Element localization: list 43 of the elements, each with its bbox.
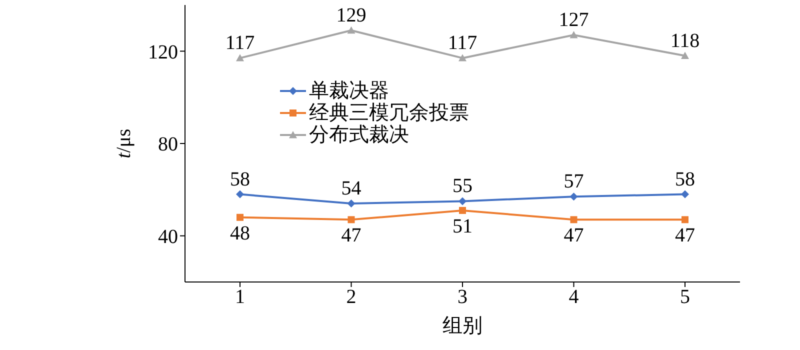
- data-label: 47: [675, 224, 695, 247]
- legend-label: 单裁决器: [309, 80, 389, 102]
- data-label: 117: [448, 32, 478, 54]
- data-label: 47: [341, 224, 362, 247]
- point: [236, 214, 244, 221]
- point: [236, 54, 244, 62]
- point: [681, 52, 689, 59]
- point: [681, 190, 689, 198]
- data-label: 58: [675, 168, 695, 190]
- data-label: 51: [452, 215, 472, 238]
- point: [458, 197, 466, 206]
- point: [570, 192, 578, 201]
- y-tick-label: 120: [148, 41, 178, 64]
- x-tick-label: 4: [568, 286, 579, 308]
- data-label: 129: [336, 4, 366, 26]
- y-axis-title: t/μs: [113, 128, 135, 158]
- data-label: 54: [341, 178, 362, 200]
- point: [348, 216, 355, 224]
- data-label: 127: [558, 9, 589, 32]
- x-axis-title: 组别: [442, 315, 482, 337]
- point: [458, 54, 466, 62]
- x-tick-label: 1: [235, 286, 245, 308]
- point: [570, 216, 578, 224]
- data-label: 55: [452, 175, 472, 198]
- legend-label: 分布式裁决: [309, 124, 409, 146]
- data-label: 47: [564, 224, 584, 247]
- data-label: 58: [230, 168, 250, 190]
- point: [347, 200, 356, 208]
- x-tick-label: 2: [346, 286, 356, 308]
- data-label: 118: [670, 30, 700, 52]
- point: [236, 190, 244, 198]
- point: [347, 26, 356, 34]
- point: [459, 206, 466, 214]
- x-tick-label: 5: [680, 286, 690, 308]
- data-label: 117: [225, 32, 255, 54]
- data-label: 48: [230, 222, 250, 244]
- data-label: 57: [564, 170, 584, 193]
- y-tick-label: 40: [158, 226, 178, 248]
- y-tick-label: 80: [158, 134, 178, 156]
- legend-label: 经典三模冗余投票: [309, 102, 469, 124]
- point: [682, 216, 688, 224]
- point: [570, 31, 578, 38]
- x-tick-label: 3: [458, 286, 468, 308]
